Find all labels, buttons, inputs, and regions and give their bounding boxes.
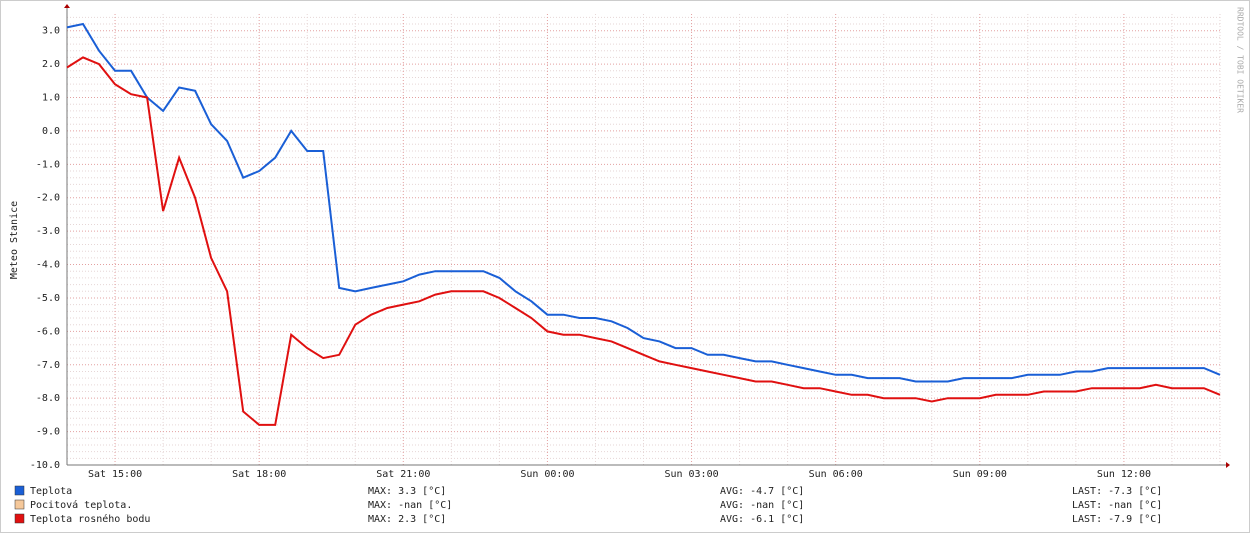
x-tick-label: Sun 00:00 [520,469,574,480]
y-tick-label: -2.0 [36,193,60,204]
y-axis-label: Meteo Stanice [9,201,20,279]
x-tick-label: Sun 09:00 [953,469,1007,480]
x-tick-label: Sun 12:00 [1097,469,1151,480]
legend-stat: MAX: -nan [°C] [368,500,452,511]
legend-stat: AVG: -nan [°C] [720,500,804,511]
legend-stat: AVG: -4.7 [°C] [720,486,804,497]
legend-stat: MAX: 2.3 [°C] [368,514,446,525]
legend-stat: LAST: -7.9 [°C] [1072,514,1162,525]
series-line [66,56,1221,426]
y-tick-label: -10.0 [30,460,60,471]
y-tick-label: -4.0 [36,260,60,271]
series-line [66,22,1221,383]
legend-swatch [14,499,25,510]
y-tick-label: 2.0 [42,59,60,70]
x-tick-label: Sat 18:00 [232,469,286,480]
y-tick-label: 0.0 [42,126,60,137]
axis-arrow [64,4,70,8]
y-tick-label: -7.0 [36,360,60,371]
legend-stat: MAX: 3.3 [°C] [368,486,446,497]
y-tick-label: -1.0 [36,159,60,170]
x-tick-label: Sat 15:00 [88,469,142,480]
watermark: RRDTOOL / TOBI OETIKER [1236,7,1245,113]
legend-label: Pocitová teplota. [30,499,132,511]
y-tick-label: -8.0 [36,393,60,404]
x-tick-label: Sat 21:00 [376,469,430,480]
y-tick-label: -6.0 [36,326,60,337]
x-tick-label: Sun 03:00 [664,469,718,480]
y-tick-label: -9.0 [36,427,60,438]
y-tick-label: 1.0 [42,93,60,104]
axis-arrow [1226,462,1230,468]
legend-label: Teplota rosného bodu [30,513,150,525]
legend-stat: LAST: -7.3 [°C] [1072,486,1162,497]
legend-label: Teplota [30,486,72,497]
legend-swatch [14,513,25,524]
legend-stat: LAST: -nan [°C] [1072,500,1162,511]
legend-swatch [14,485,25,496]
y-tick-label: -5.0 [36,293,60,304]
legend-stat: AVG: -6.1 [°C] [720,514,804,525]
y-tick-label: 3.0 [42,26,60,37]
y-tick-label: -3.0 [36,226,60,237]
x-tick-label: Sun 06:00 [809,469,863,480]
